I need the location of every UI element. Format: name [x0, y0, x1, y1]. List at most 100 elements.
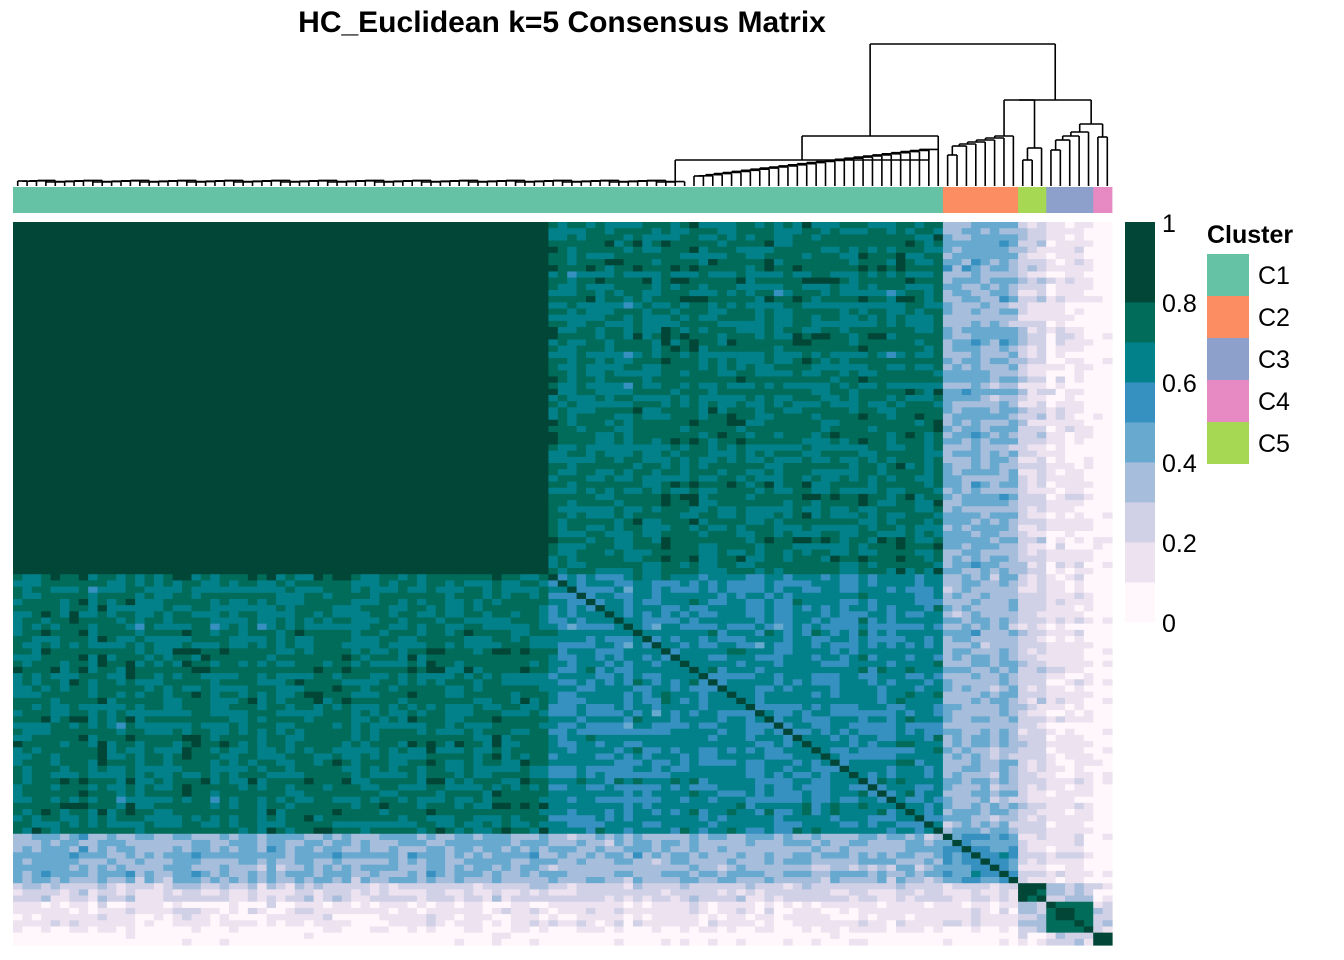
heatmap-cell — [999, 364, 1010, 371]
heatmap-cell — [501, 376, 512, 384]
heatmap-cell — [182, 265, 193, 273]
heatmap-cell — [276, 240, 286, 248]
heatmap-cell — [135, 240, 146, 248]
heatmap-cell — [1018, 401, 1029, 408]
heatmap-cell — [482, 425, 493, 433]
heatmap-cell — [905, 314, 916, 322]
heatmap-cell — [924, 302, 935, 310]
heatmap-cell — [980, 259, 991, 266]
heatmap-cell — [802, 320, 813, 328]
heatmap-cell — [304, 388, 315, 396]
heatmap-cell — [736, 265, 747, 273]
heatmap-cell — [182, 246, 193, 254]
heatmap-cell — [1055, 277, 1066, 285]
heatmap-cell — [1065, 407, 1076, 415]
heatmap-cell — [877, 438, 888, 446]
heatmap-cell — [341, 357, 352, 365]
heatmap-cell — [210, 364, 221, 371]
heatmap-cell — [1036, 240, 1047, 248]
heatmap-cell — [604, 308, 615, 316]
heatmap-cell — [1027, 401, 1038, 408]
heatmap-cell — [482, 228, 493, 235]
heatmap-cell — [294, 425, 305, 433]
heatmap-cell — [473, 351, 484, 359]
heatmap-cell — [106, 327, 117, 334]
heatmap-cell — [783, 289, 794, 297]
heatmap-cell — [989, 345, 1000, 353]
heatmap-cell — [144, 296, 155, 303]
heatmap-cell — [135, 289, 146, 297]
heatmap-cell — [435, 265, 446, 273]
heatmap-cell — [219, 339, 230, 347]
heatmap-cell — [182, 419, 193, 427]
heatmap-cell — [276, 252, 286, 260]
heatmap-cell — [708, 425, 719, 433]
heatmap-cell — [1074, 345, 1085, 353]
heatmap-cell — [773, 314, 784, 322]
heatmap-cell — [576, 419, 587, 427]
heatmap-cell — [708, 376, 719, 384]
heatmap-cell — [501, 370, 512, 378]
heatmap-cell — [510, 333, 521, 341]
heatmap-cell — [557, 308, 568, 316]
heatmap-cell — [125, 296, 136, 303]
heatmap-cell — [144, 395, 155, 402]
heatmap-cell — [144, 444, 155, 452]
heatmap-cell — [1018, 277, 1029, 285]
heatmap-cell — [219, 357, 230, 365]
heatmap-cell — [1074, 339, 1085, 347]
heatmap-cell — [369, 370, 380, 378]
heatmap-cell — [755, 333, 766, 341]
heatmap-cell — [539, 438, 550, 446]
heatmap-cell — [510, 401, 521, 408]
heatmap-cell — [642, 234, 653, 242]
heatmap-cell — [116, 277, 127, 285]
heatmap-cell — [210, 407, 221, 415]
heatmap-cell — [679, 277, 690, 285]
heatmap-cell — [482, 271, 493, 279]
heatmap-cell — [595, 463, 606, 470]
heatmap-cell — [698, 382, 709, 390]
heatmap-cell — [961, 265, 972, 273]
heatmap-cell — [351, 425, 362, 433]
heatmap-cell — [670, 401, 681, 408]
heatmap-cell — [980, 376, 991, 384]
heatmap-cell — [247, 320, 258, 328]
heatmap-cell — [877, 413, 888, 421]
heatmap-cell — [689, 246, 700, 254]
heatmap-cell — [463, 277, 474, 285]
heatmap-cell — [679, 382, 690, 390]
heatmap-cell — [820, 376, 831, 384]
heatmap-cell — [454, 308, 465, 316]
heatmap-cell — [106, 345, 117, 353]
heatmap-cell — [980, 413, 991, 421]
heatmap-cell — [980, 320, 991, 328]
heatmap-cell — [848, 302, 859, 310]
heatmap-cell — [717, 277, 728, 285]
heatmap-cell — [407, 314, 418, 322]
heatmap-cell — [1065, 401, 1076, 408]
heatmap-cell — [745, 419, 756, 427]
heatmap-cell — [745, 320, 756, 328]
heatmap-cell — [294, 222, 305, 229]
heatmap-cell — [59, 382, 70, 390]
heatmap-cell — [454, 438, 465, 446]
heatmap-cell — [276, 308, 286, 316]
heatmap-cell — [848, 345, 859, 353]
heatmap-cell — [492, 419, 503, 427]
heatmap-cell — [886, 407, 897, 415]
heatmap-cell — [858, 296, 869, 303]
heatmap-cell — [463, 370, 474, 378]
heatmap-cell — [191, 413, 202, 421]
heatmap-cell — [106, 419, 117, 427]
heatmap-cell — [952, 252, 963, 260]
heatmap-cell — [576, 351, 587, 359]
heatmap-cell — [539, 401, 550, 408]
heatmap-cell — [1046, 320, 1057, 328]
heatmap-cell — [1036, 289, 1047, 297]
heatmap-cell — [745, 364, 756, 371]
heatmap-cell — [135, 320, 146, 328]
heatmap-cell — [135, 283, 146, 291]
heatmap-cell — [1083, 283, 1094, 291]
heatmap-cell — [276, 339, 286, 347]
